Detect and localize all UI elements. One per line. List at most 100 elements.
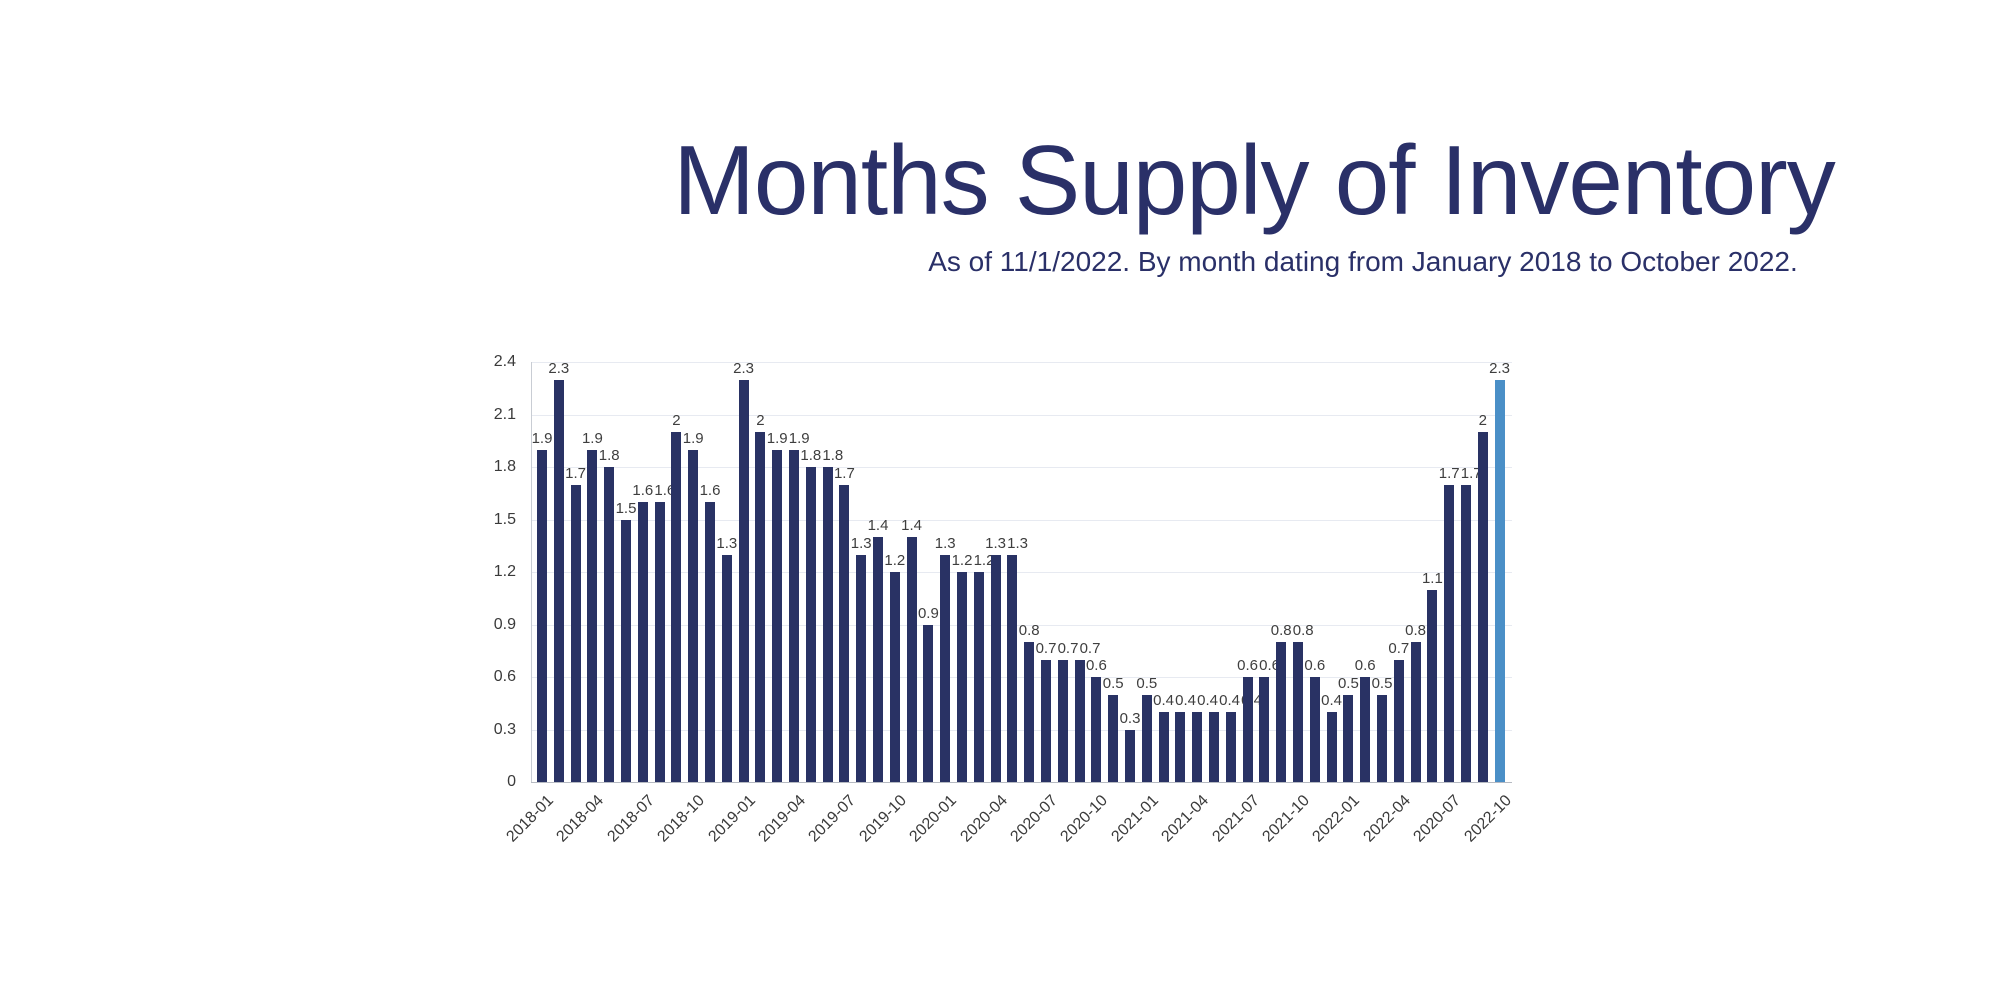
- bar-2018-07: [637, 502, 648, 782]
- bar-value-label: 0.9: [917, 604, 939, 622]
- y-axis-label: 1.5: [493, 510, 516, 528]
- bar-2018-09: [671, 432, 682, 782]
- bar-value-label: 1.7: [1438, 464, 1460, 482]
- bar-value-label: 1.8: [800, 447, 822, 464]
- bar-value-label: 2.3: [548, 359, 570, 377]
- bar-2018-06: [621, 519, 631, 782]
- bar-value-label: 1.3: [934, 534, 956, 552]
- bar-2021-12: [1326, 712, 1337, 782]
- bar-value-label: 0.5: [1371, 674, 1393, 692]
- bar-value-label: 0.8: [1270, 622, 1292, 639]
- x-axis-label: 2018-07: [604, 792, 658, 846]
- bar-2019-12: [923, 624, 934, 782]
- x-axis-label: 2020-10: [1057, 792, 1112, 846]
- gridline: [531, 519, 1512, 521]
- bar-2019-05: [805, 467, 816, 782]
- y-axis-label: 1.8: [493, 458, 516, 475]
- bar-2021-09: [1276, 642, 1287, 782]
- bar-2022-03: [1377, 694, 1387, 782]
- bar-value-label: 2.3: [733, 359, 755, 377]
- bar-value-label: 1.6: [654, 482, 676, 499]
- bar-value-label: 0.4: [1175, 692, 1197, 709]
- gridline: [531, 729, 1512, 731]
- bar-2019-06: [822, 467, 833, 782]
- bar-value-label: 1.7: [565, 464, 587, 482]
- x-axis-label: 2021-07: [1209, 792, 1263, 846]
- bar-value-label: 1.6: [699, 482, 721, 499]
- bar-value-label: 0.5: [1136, 674, 1158, 692]
- bar-2018-08: [654, 502, 665, 782]
- bar-2019-11: [906, 537, 917, 782]
- gridline: [531, 677, 1512, 678]
- x-axis-label: 2018-04: [553, 792, 608, 846]
- x-axis-label: 2019-07: [805, 792, 860, 846]
- bar-2019-01: [738, 379, 749, 782]
- bar-value-label: 0.6: [1085, 657, 1107, 674]
- bar-value-label: 0.4: [1321, 692, 1343, 709]
- x-axis-line: [531, 782, 1512, 783]
- bar-2019-04: [789, 449, 799, 782]
- bar-value-label: 1.2: [951, 552, 973, 569]
- bar-2019-07: [839, 484, 850, 782]
- x-axis-label: 2021-01: [1108, 792, 1162, 846]
- bar-value-label: 0.4: [1219, 692, 1241, 709]
- bar-value-label: 0.7: [1388, 639, 1410, 657]
- bar-value-label: 1.3: [716, 534, 738, 552]
- bar-2018-04: [587, 449, 598, 782]
- bar-2022-01: [1343, 694, 1354, 782]
- bar-2018-05: [604, 467, 615, 782]
- bar-2020-08: [1057, 659, 1068, 782]
- gridline: [531, 624, 1512, 626]
- x-axis-label: 2019-10: [856, 792, 910, 846]
- bar-value-label: 0.7: [1057, 639, 1079, 657]
- x-axis-label: 2022-04: [1360, 792, 1414, 846]
- bar-value-label: 1.3: [850, 534, 872, 552]
- y-axis-line: [531, 362, 532, 782]
- bar-value-label: 1.2: [884, 552, 906, 569]
- bar-value-label: 1.8: [598, 447, 620, 464]
- bar-2018-01: [537, 449, 547, 782]
- bar-value-label: 0.7: [1079, 639, 1101, 657]
- bar-value-label: 2: [756, 412, 765, 429]
- bar-2019-02: [755, 432, 766, 782]
- bar-value-label: 1.9: [766, 429, 788, 447]
- bar-2020-09: [1074, 659, 1085, 782]
- bar-2021-08: [1259, 677, 1270, 782]
- bar-value-label: 1.7: [833, 464, 855, 482]
- bar-value-label: 1.6: [632, 482, 654, 499]
- x-axis-label: 2019-01: [705, 792, 759, 846]
- bar-value-label: 0.6: [1237, 657, 1259, 674]
- y-axis-label: 0.9: [493, 615, 516, 633]
- bar-2021-04: [1192, 712, 1203, 782]
- bar-2022-05: [1410, 642, 1421, 782]
- gridline: [531, 414, 1512, 416]
- gridline: [531, 572, 1512, 573]
- bar-2022-06: [1427, 589, 1438, 782]
- chart-subtitle: As of 11/1/2022. By month dating from Ja…: [928, 246, 1798, 277]
- y-axis-label: 0.3: [493, 720, 516, 738]
- bar-2022-09: [1477, 432, 1488, 782]
- bar-value-label: 0.8: [1405, 622, 1427, 639]
- bar-value-label: 0.4: [1197, 692, 1219, 709]
- x-axis-label: 2021-10: [1259, 792, 1314, 846]
- bar-value-label: 1.4: [901, 517, 923, 534]
- bar-value-label: 0.5: [1337, 674, 1359, 692]
- bar-2020-06: [1024, 642, 1035, 782]
- bar-2020-10: [1091, 677, 1102, 782]
- bar-2021-05: [1209, 712, 1219, 782]
- x-axis-label: 2020-07: [1007, 792, 1062, 846]
- x-axis-label: 2021-04: [1158, 792, 1213, 846]
- chart-title: Months Supply of Inventory: [673, 125, 1836, 235]
- x-axis-label: 2022-01: [1309, 792, 1364, 846]
- bar-value-label: 0.4: [1153, 692, 1175, 709]
- gridline: [531, 362, 1512, 363]
- bar-value-label: 0.6: [1354, 657, 1376, 674]
- bar-value-label: 1.9: [788, 429, 810, 447]
- bar-value-label: 1.5: [615, 499, 637, 517]
- bar-2020-07: [1041, 659, 1051, 782]
- y-axis-label: 2.4: [493, 353, 516, 370]
- x-axis-label: 2019-04: [755, 792, 810, 846]
- bar-value-label: 1.3: [1007, 534, 1029, 552]
- bar-2018-03: [570, 484, 581, 782]
